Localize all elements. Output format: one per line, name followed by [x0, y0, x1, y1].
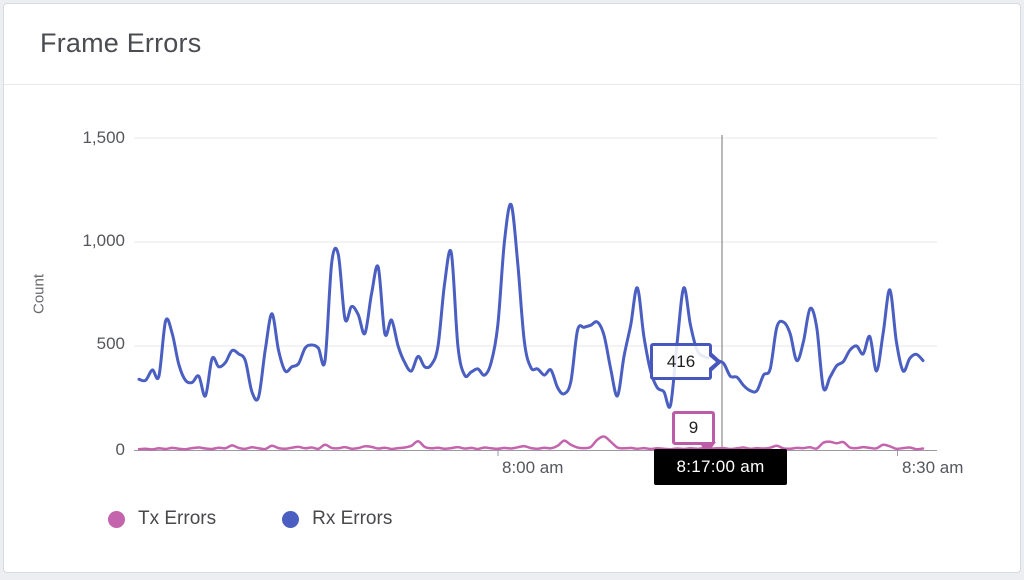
chart-legend: Tx Errors Rx Errors [108, 508, 392, 530]
y-tick-label-1000: 1,000 [82, 231, 125, 250]
y-axis-title: Count [30, 273, 48, 315]
chart-plot-area[interactable] [4, 4, 1024, 580]
y-tick-label-0: 0 [115, 440, 125, 459]
tx-value-tooltip: 9 [672, 411, 716, 454]
rx-value-tooltip-text: 416 [666, 351, 696, 371]
rx-errors-dot-icon [282, 510, 300, 528]
frame-errors-card: Frame Errors Count 1,500 1,000 500 0 8:0… [3, 3, 1021, 573]
tx-errors-dot-icon [108, 510, 125, 528]
y-tick-label-500: 500 [96, 334, 125, 353]
x-tick-label-830am: 8:30 am [902, 458, 964, 477]
legend-item-tx-errors[interactable]: Tx Errors [108, 508, 216, 530]
tx-value-tooltip-text: 9 [688, 418, 699, 437]
time-tooltip-text: 8:17:00 am [676, 457, 765, 476]
time-tooltip: 8:17:00 am [654, 449, 787, 485]
x-tick-label-800am: 8:00 am [502, 458, 564, 477]
legend-item-rx-errors[interactable]: Rx Errors [282, 508, 392, 530]
rx-value-tooltip: 416 [650, 343, 722, 380]
legend-label-tx: Tx Errors [138, 508, 217, 529]
rx-tooltip-arrow-icon [711, 351, 722, 372]
series-line-tx-errors [137, 435, 925, 451]
page-title: Frame Errors [40, 28, 202, 58]
series-line-rx-errors [137, 202, 925, 409]
rx-tooltip-arrow-inner-icon [709, 355, 716, 368]
legend-label-rx: Rx Errors [312, 508, 393, 529]
header-divider [4, 84, 1020, 85]
y-tick-label-1500: 1,500 [82, 128, 125, 147]
